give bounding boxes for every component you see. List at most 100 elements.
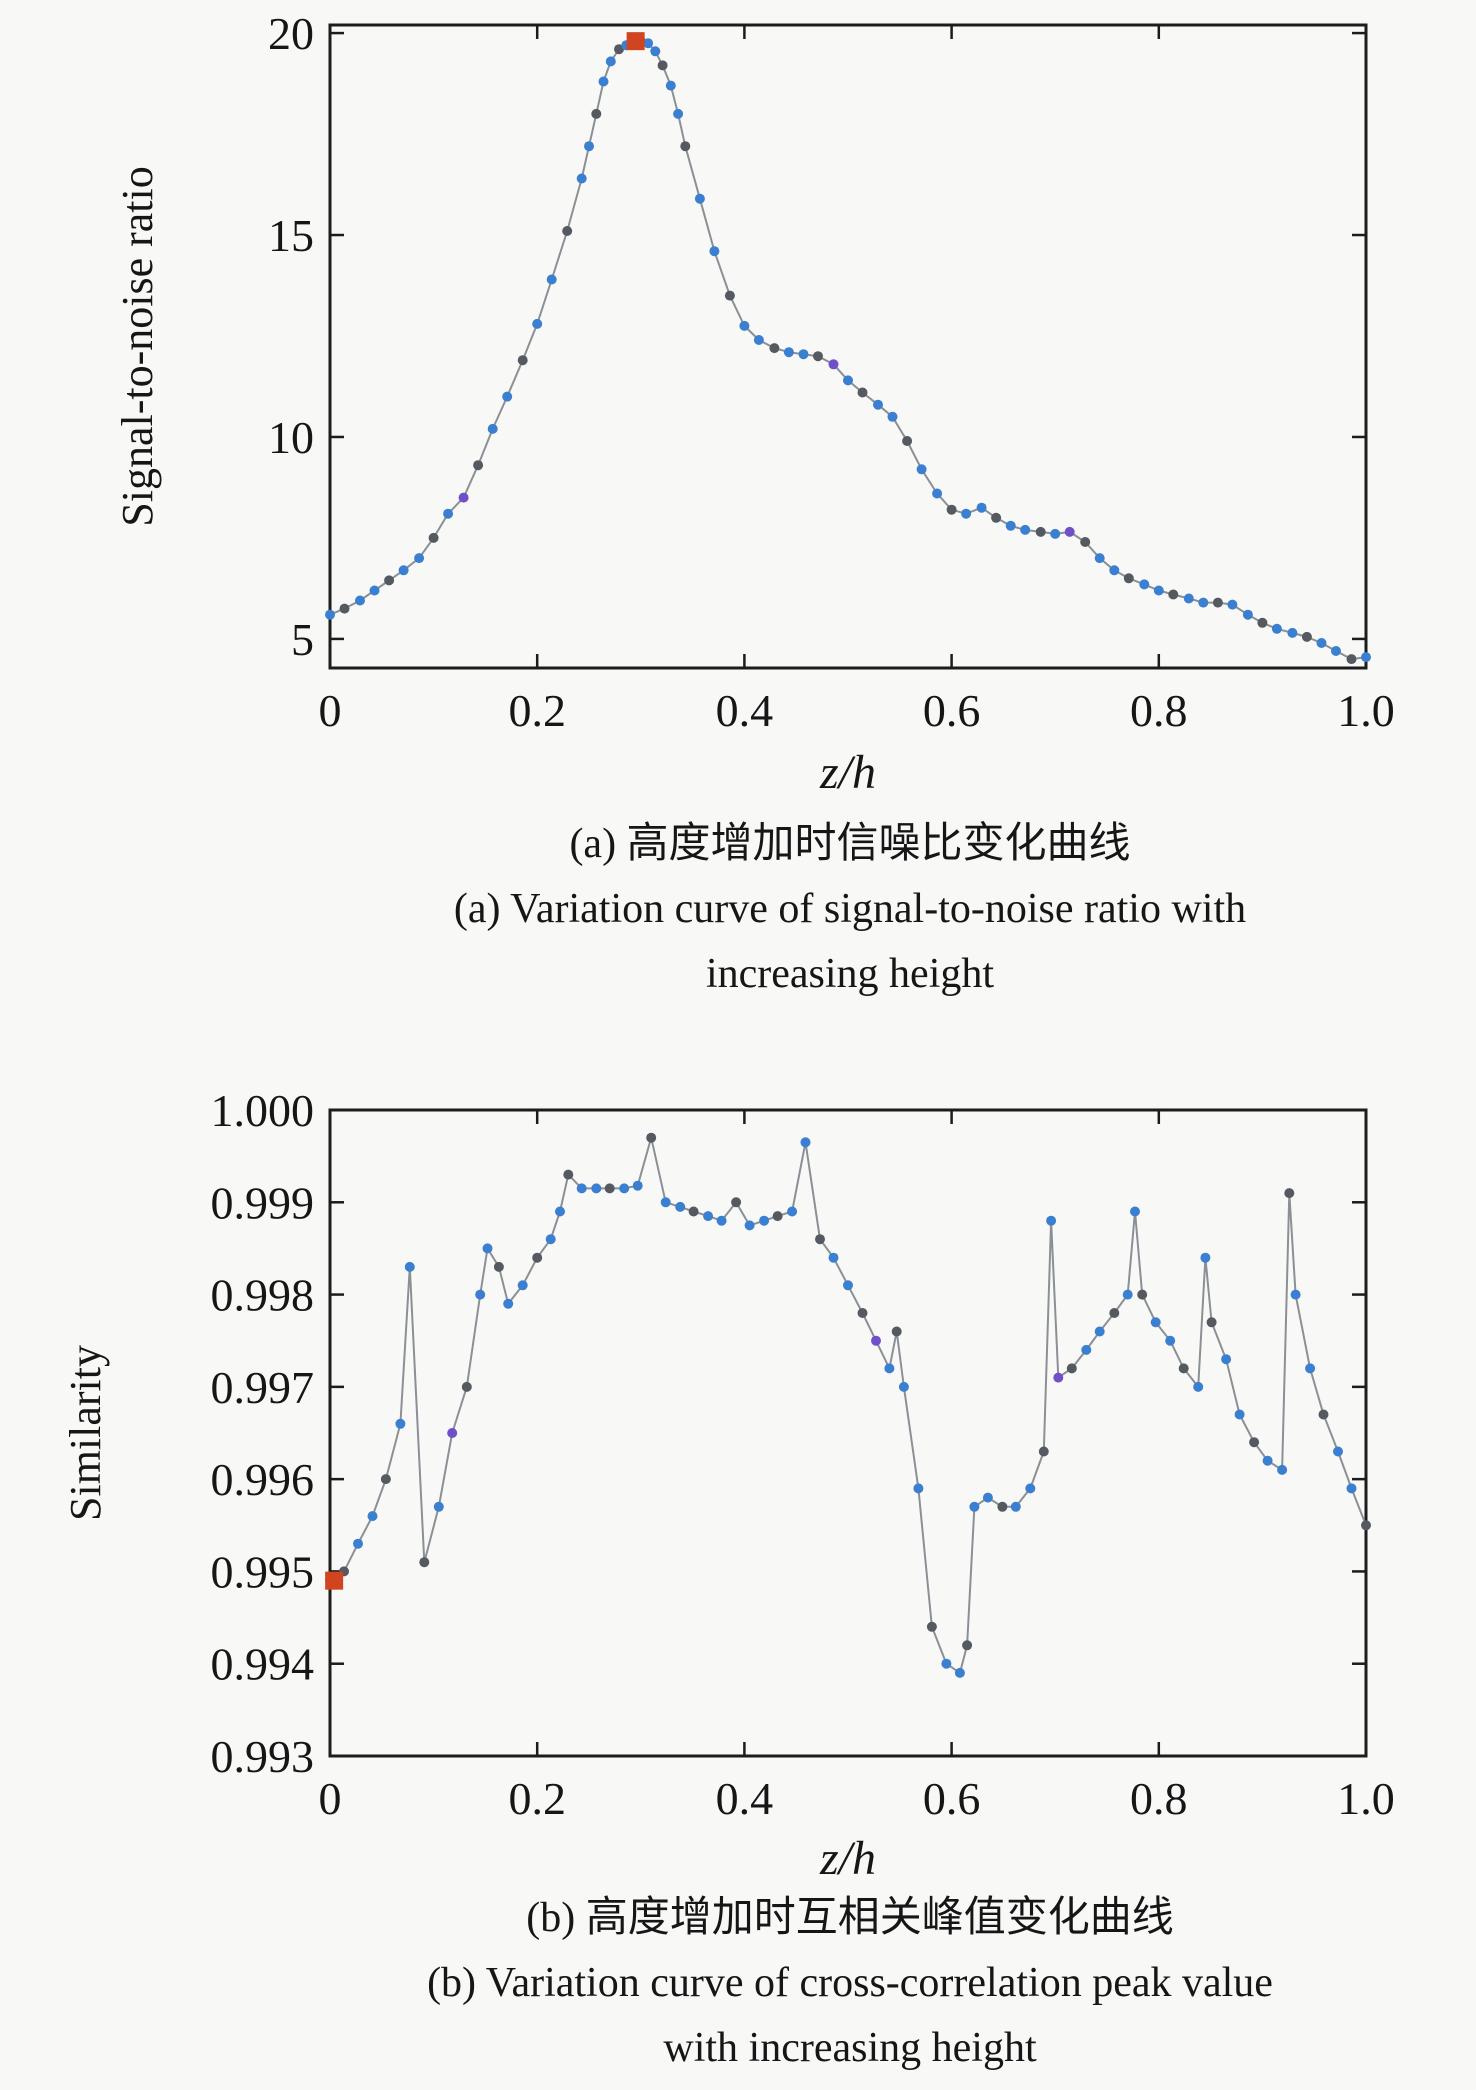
y-axis-title: Signal-to-noise ratio bbox=[113, 166, 162, 527]
figure-a-caption: (a) 高度增加时信噪比变化曲线 (a) Variation curve of … bbox=[220, 812, 1476, 1007]
data-point bbox=[419, 1557, 430, 1568]
data-point bbox=[1284, 1188, 1295, 1199]
data-point bbox=[591, 108, 602, 119]
data-point bbox=[902, 436, 913, 446]
x-axis-title: z/h bbox=[819, 746, 876, 799]
data-point bbox=[1005, 520, 1016, 531]
data-point bbox=[954, 1667, 965, 1678]
data-point bbox=[675, 1201, 686, 1212]
data-point bbox=[815, 1234, 825, 1245]
data-point bbox=[555, 1206, 565, 1217]
data-point bbox=[1165, 1335, 1176, 1346]
figure-a-caption-en-line1: (a) Variation curve of signal-to-noise r… bbox=[453, 886, 1247, 932]
data-point bbox=[1290, 1289, 1301, 1300]
data-point bbox=[487, 423, 498, 434]
data-point bbox=[731, 1197, 742, 1208]
x-tick-label: 0 bbox=[319, 685, 342, 736]
data-point bbox=[787, 1206, 798, 1217]
data-point bbox=[1271, 623, 1282, 634]
data-point bbox=[576, 173, 587, 184]
data-point bbox=[503, 1298, 514, 1309]
data-point bbox=[724, 290, 735, 301]
data-point bbox=[1318, 1409, 1329, 1420]
data-point bbox=[1331, 646, 1341, 656]
y-tick-label: 0.993 bbox=[211, 1731, 315, 1782]
data-point bbox=[1361, 1520, 1371, 1531]
data-point bbox=[680, 141, 691, 152]
y-axis-title: Similarity bbox=[61, 1345, 110, 1521]
data-point bbox=[404, 1261, 415, 1272]
x-tick-label: 0.4 bbox=[716, 1773, 774, 1824]
data-point bbox=[891, 1326, 902, 1337]
data-point bbox=[961, 508, 972, 519]
data-point bbox=[753, 335, 764, 345]
data-point bbox=[1257, 617, 1268, 628]
data-point bbox=[813, 351, 823, 362]
y-tick-label: 0.997 bbox=[211, 1362, 315, 1413]
data-point bbox=[395, 1418, 406, 1429]
data-point bbox=[798, 349, 809, 360]
data-point bbox=[1122, 1289, 1133, 1300]
data-point bbox=[325, 609, 335, 620]
y-tick-label: 20 bbox=[268, 8, 314, 59]
data-point bbox=[703, 1211, 714, 1222]
figure-b-caption-en-line2: with increasing height bbox=[663, 2025, 1037, 2071]
data-point bbox=[871, 1335, 881, 1346]
data-point bbox=[632, 1180, 643, 1191]
data-point bbox=[339, 603, 350, 614]
data-point bbox=[443, 508, 454, 519]
y-tick-label: 0.998 bbox=[211, 1270, 315, 1321]
data-point bbox=[772, 1211, 783, 1222]
data-point bbox=[461, 1381, 472, 1392]
data-point bbox=[1305, 1363, 1316, 1374]
data-point bbox=[673, 108, 684, 119]
x-tick-label: 0.8 bbox=[1130, 1773, 1188, 1824]
data-point bbox=[1200, 1252, 1211, 1263]
series-line bbox=[329, 40, 1367, 661]
series-line bbox=[329, 1136, 1367, 1674]
data-point bbox=[759, 1215, 770, 1226]
data-point bbox=[532, 1252, 543, 1263]
data-point bbox=[546, 274, 557, 285]
figure-b-caption: (b) 高度增加时互相关峰值变化曲线 (b) Variation curve o… bbox=[220, 1886, 1476, 2081]
data-point bbox=[384, 575, 395, 586]
data-point bbox=[1038, 1446, 1049, 1457]
data-point bbox=[1153, 585, 1164, 596]
data-point bbox=[646, 1132, 657, 1143]
data-point bbox=[1249, 1437, 1260, 1448]
data-point bbox=[1193, 1381, 1204, 1392]
data-point bbox=[1080, 537, 1091, 547]
x-tick-label: 0.4 bbox=[716, 685, 774, 736]
y-tick-label: 10 bbox=[268, 412, 314, 463]
data-point bbox=[1050, 528, 1061, 539]
y-tick-label: 0.995 bbox=[211, 1546, 315, 1597]
highlight-marker bbox=[325, 1571, 344, 1590]
data-point bbox=[353, 1538, 363, 1549]
y-tick-label: 0.999 bbox=[211, 1177, 315, 1228]
data-point bbox=[969, 1501, 980, 1512]
data-point bbox=[1150, 1317, 1161, 1328]
x-tick-label: 1.0 bbox=[1337, 1773, 1395, 1824]
data-point bbox=[857, 1308, 868, 1318]
data-point bbox=[591, 1183, 602, 1194]
data-point bbox=[369, 585, 380, 596]
y-tick-label: 0.994 bbox=[211, 1639, 315, 1690]
data-point bbox=[619, 1183, 630, 1194]
data-point bbox=[1183, 593, 1194, 604]
data-point bbox=[367, 1511, 378, 1522]
axes-box bbox=[328, 1108, 1368, 1758]
data-point bbox=[887, 411, 898, 422]
data-point bbox=[1094, 553, 1105, 564]
data-point bbox=[428, 532, 439, 543]
data-point bbox=[1139, 579, 1150, 590]
y-tick-label: 0.996 bbox=[211, 1454, 315, 1505]
data-point bbox=[398, 565, 409, 576]
figure-a-caption-en-line2: increasing height bbox=[705, 951, 995, 997]
data-point bbox=[997, 1501, 1008, 1512]
data-point bbox=[1094, 1326, 1105, 1337]
data-point bbox=[783, 347, 794, 358]
data-point bbox=[828, 359, 839, 370]
data-point bbox=[828, 1252, 839, 1263]
data-point bbox=[926, 1621, 937, 1632]
data-point bbox=[991, 512, 1002, 523]
